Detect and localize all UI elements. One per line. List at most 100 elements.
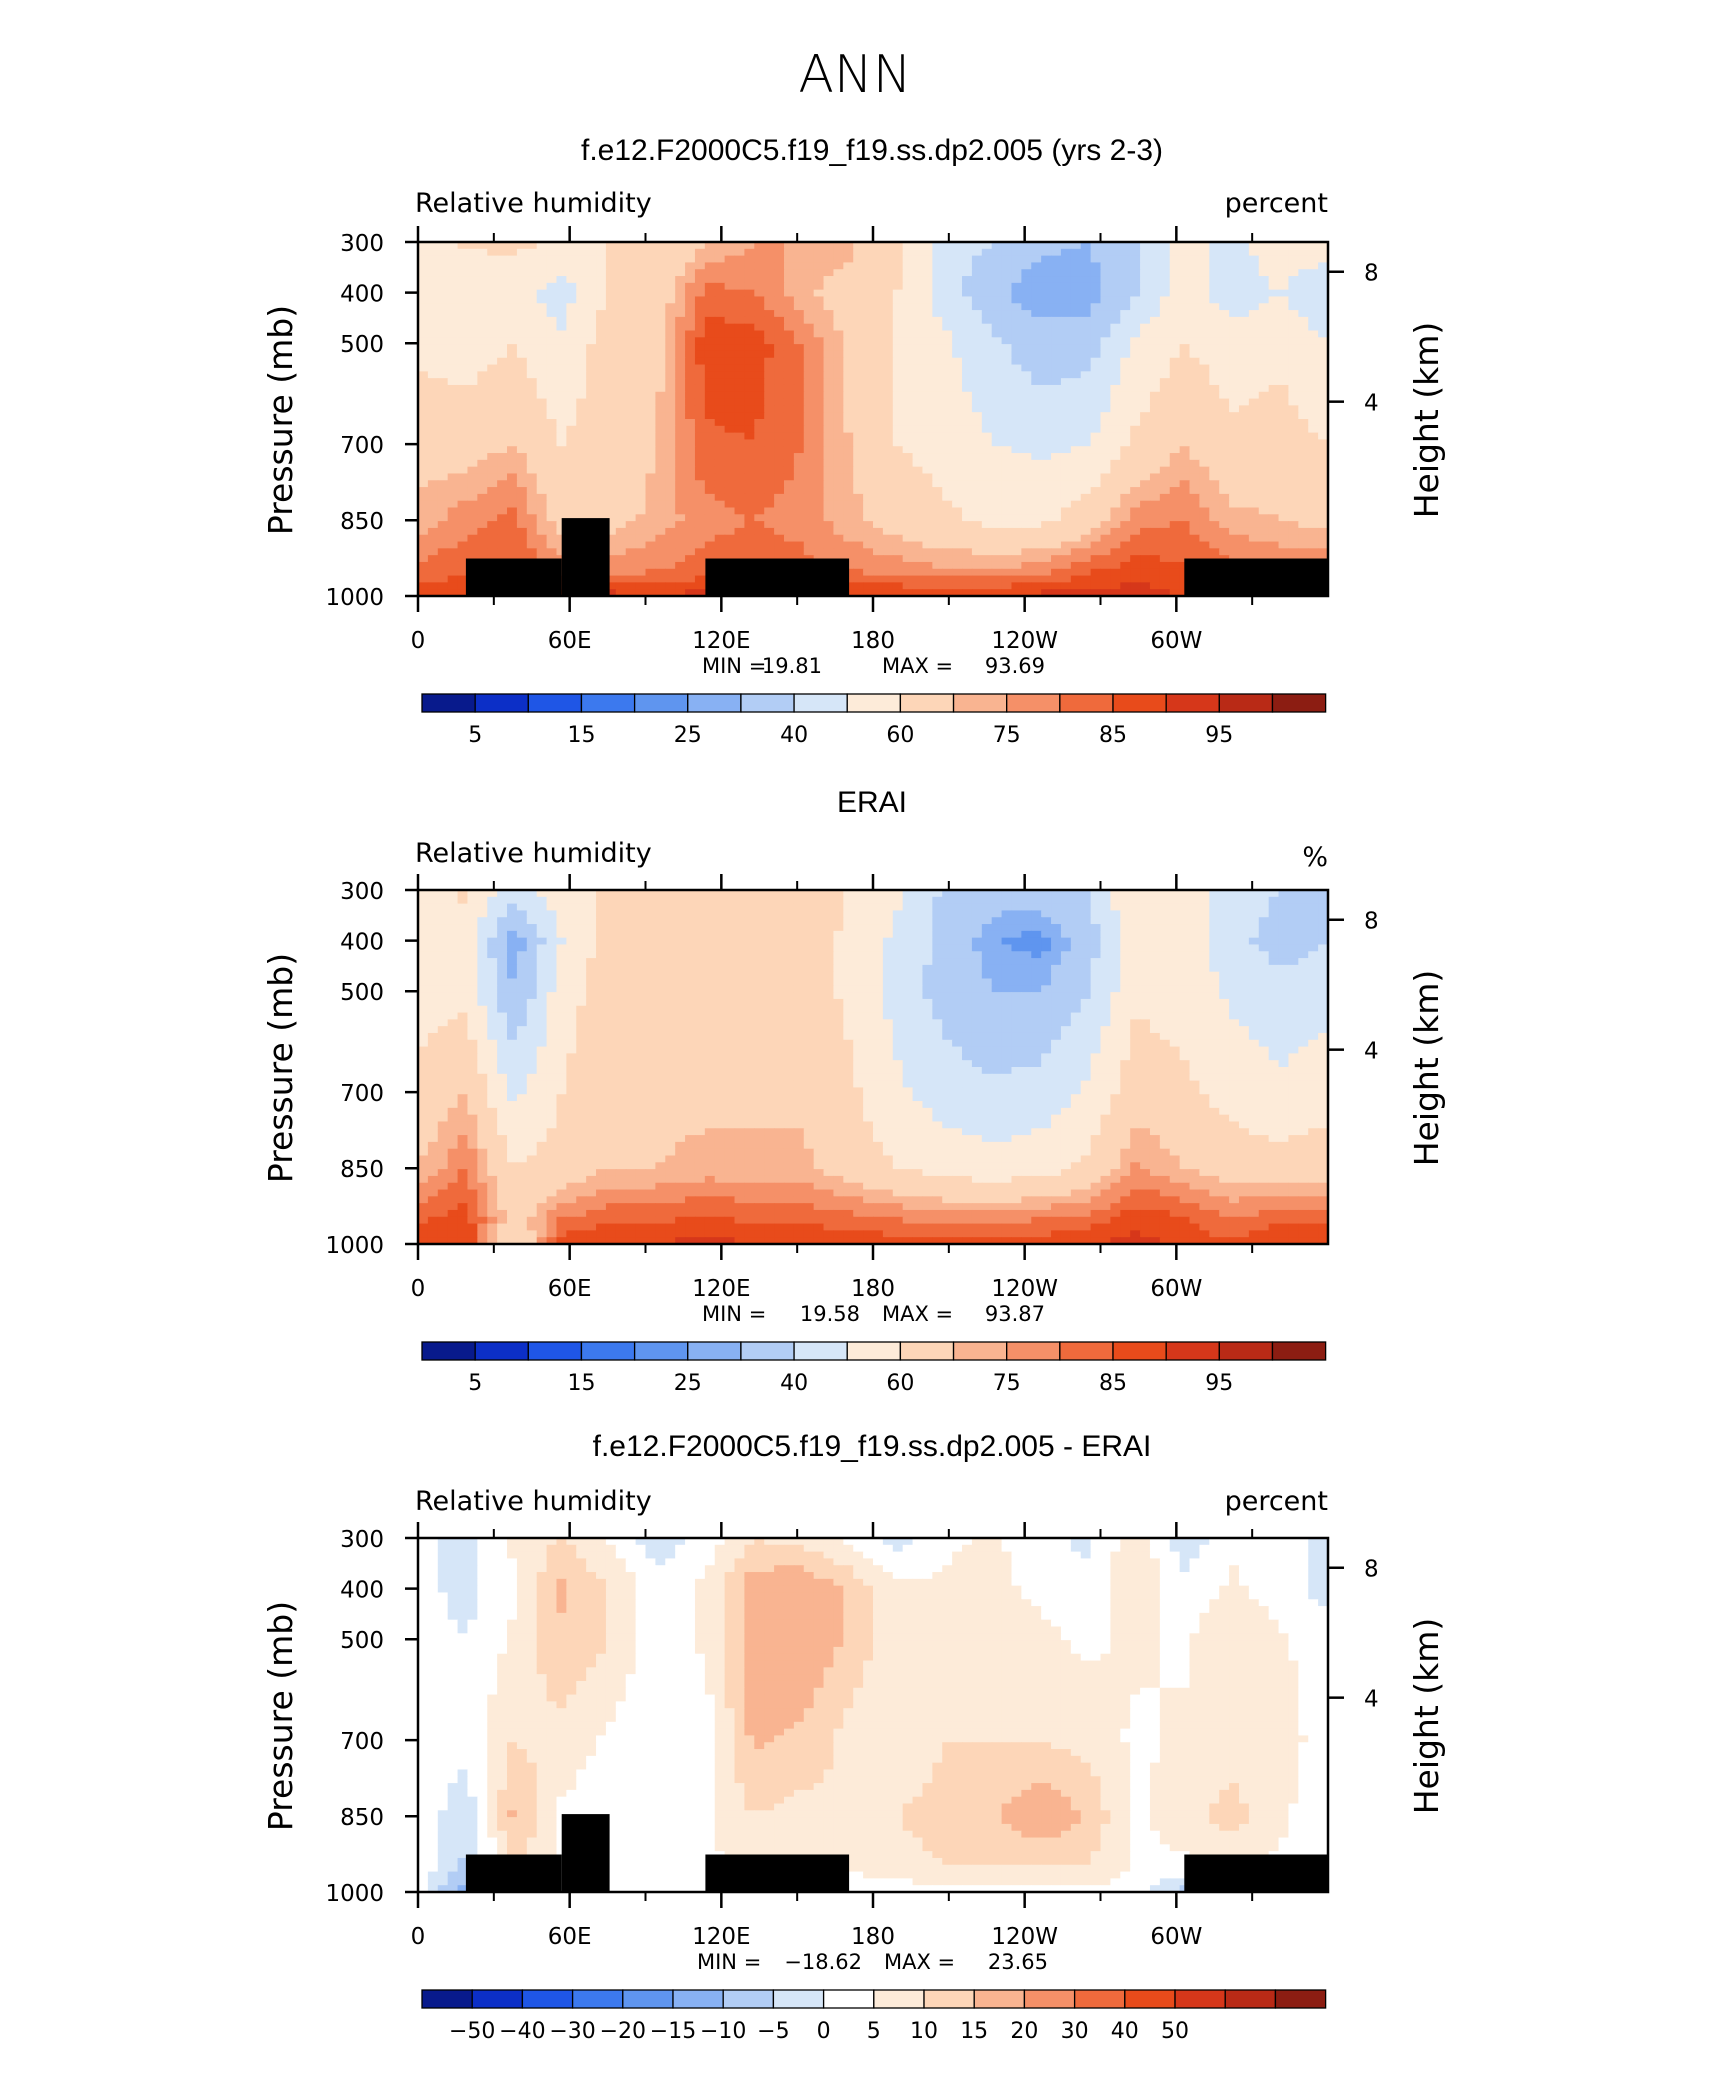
contour-cell [724,439,736,447]
contour-cell [942,296,953,304]
contour-cell [1041,262,1052,270]
contour-cell [774,262,785,270]
contour-cell [793,493,805,502]
contour-cell [1169,262,1181,270]
contour-cell [981,575,993,583]
contour-cell [685,507,696,515]
contour-cell [873,276,884,284]
contour-cell [1308,296,1319,304]
contour-cell [892,555,904,563]
contour-cell [952,276,963,284]
contour-cell [1120,555,1131,563]
contour-cell [655,568,666,577]
contour-cell [685,276,696,284]
contour-cell [971,487,983,495]
contour-cell [605,453,617,461]
contour-cell [1219,384,1230,393]
contour-cell [902,303,914,311]
contour-cell [447,555,459,563]
contour-cell [813,548,825,556]
contour-cell [1060,296,1072,304]
contour-cell [744,282,755,291]
contour-cell [882,391,894,400]
contour-cell [1238,459,1250,468]
contour-cell [704,344,716,352]
contour-cell [922,316,933,325]
contour-cell [1140,398,1151,406]
contour-cell [507,896,518,905]
contour-cell [1258,371,1270,379]
contour-cell [912,282,924,291]
contour-cell [813,282,825,291]
contour-cell [892,384,904,393]
contour-cell [418,316,429,325]
contour-cell [1209,541,1220,549]
contour-cell [1070,323,1082,332]
contour-cell [1278,439,1290,447]
contour-cell [516,548,528,556]
contour-cell [724,521,736,529]
contour-cell [497,412,508,420]
contour-cell [764,323,775,332]
contour-cell [497,337,508,345]
contour-cell [882,453,894,461]
contour-cell [1159,575,1171,583]
contour-cell [942,487,953,495]
contour-cell [1100,890,1111,898]
contour-cell [625,248,637,257]
contour-cell [675,425,686,434]
contour-cell [477,384,488,393]
contour-cell [813,371,825,379]
contour-cell [1149,432,1161,441]
contour-cell [704,255,716,264]
contour-cell [635,493,647,502]
contour-cell [932,473,943,481]
contour-cell [873,419,884,427]
contour-cell [853,575,864,583]
contour-cell [1051,364,1062,372]
contour-cell [516,276,528,284]
contour-cell [873,323,884,332]
contour-cell [447,242,459,250]
contour-cell [942,371,953,379]
contour-cell [1219,276,1230,284]
contour-cell [526,248,538,257]
contour-cell [1278,255,1290,264]
contour-cell [487,344,498,352]
contour-cell [586,262,597,270]
contour-cell [1051,357,1062,366]
contour-cell [1149,269,1161,277]
contour-cell [1051,350,1062,359]
contour-cell [1001,269,1013,277]
contour-cell [833,316,844,325]
contour-cell [605,507,617,515]
contour-cell [655,473,666,481]
contour-cell [1298,323,1309,332]
contour-cell [882,582,894,590]
contour-cell [1278,480,1290,488]
contour-cell [477,330,488,338]
contour-cell [665,405,676,413]
contour-cell [922,269,933,277]
contour-cell [783,405,795,413]
contour-cell [1110,269,1121,277]
contour-cell [675,282,686,291]
contour-cell [754,534,765,543]
contour-cell [665,357,676,366]
contour-cell [714,534,726,543]
contour-cell [1149,330,1161,338]
colorbar-box [1006,693,1061,713]
contour-cell [437,568,449,577]
contour-cell [1219,432,1230,441]
contour-cell [774,439,785,447]
contour-cell [1288,378,1299,386]
contour-cell [675,514,686,522]
contour-cell [1140,548,1151,556]
contour-cell [1011,575,1022,583]
contour-cell [1110,282,1121,291]
contour-cell [645,344,656,352]
contour-cell [1001,487,1013,495]
contour-cell [556,446,567,454]
contour-cell [655,296,666,304]
contour-cell [774,534,785,543]
